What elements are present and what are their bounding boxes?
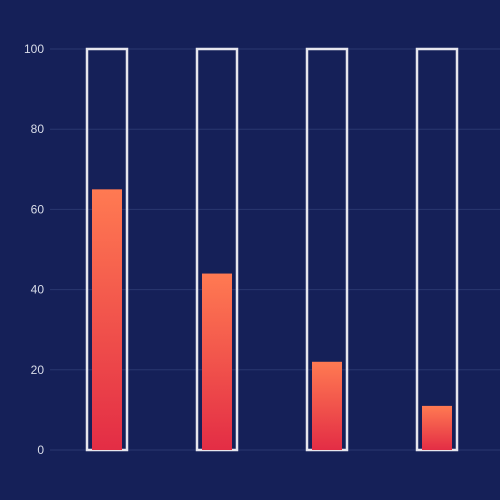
data-bar[interactable] xyxy=(202,273,232,450)
capacity-outline xyxy=(415,47,459,452)
y-tick-label: 60 xyxy=(31,202,45,216)
data-bars xyxy=(92,189,452,450)
data-bar[interactable] xyxy=(422,405,452,450)
y-tick-label: 40 xyxy=(31,283,45,297)
capacity-outlines xyxy=(85,47,459,452)
y-axis-ticks: 0 20 40 60 80 100 xyxy=(24,42,44,457)
data-bar[interactable] xyxy=(92,189,122,450)
y-tick-label: 100 xyxy=(24,42,44,56)
data-bar[interactable] xyxy=(312,361,342,450)
y-tick-label: 0 xyxy=(37,443,44,457)
y-tick-label: 80 xyxy=(31,122,45,136)
y-tick-label: 20 xyxy=(31,363,45,377)
